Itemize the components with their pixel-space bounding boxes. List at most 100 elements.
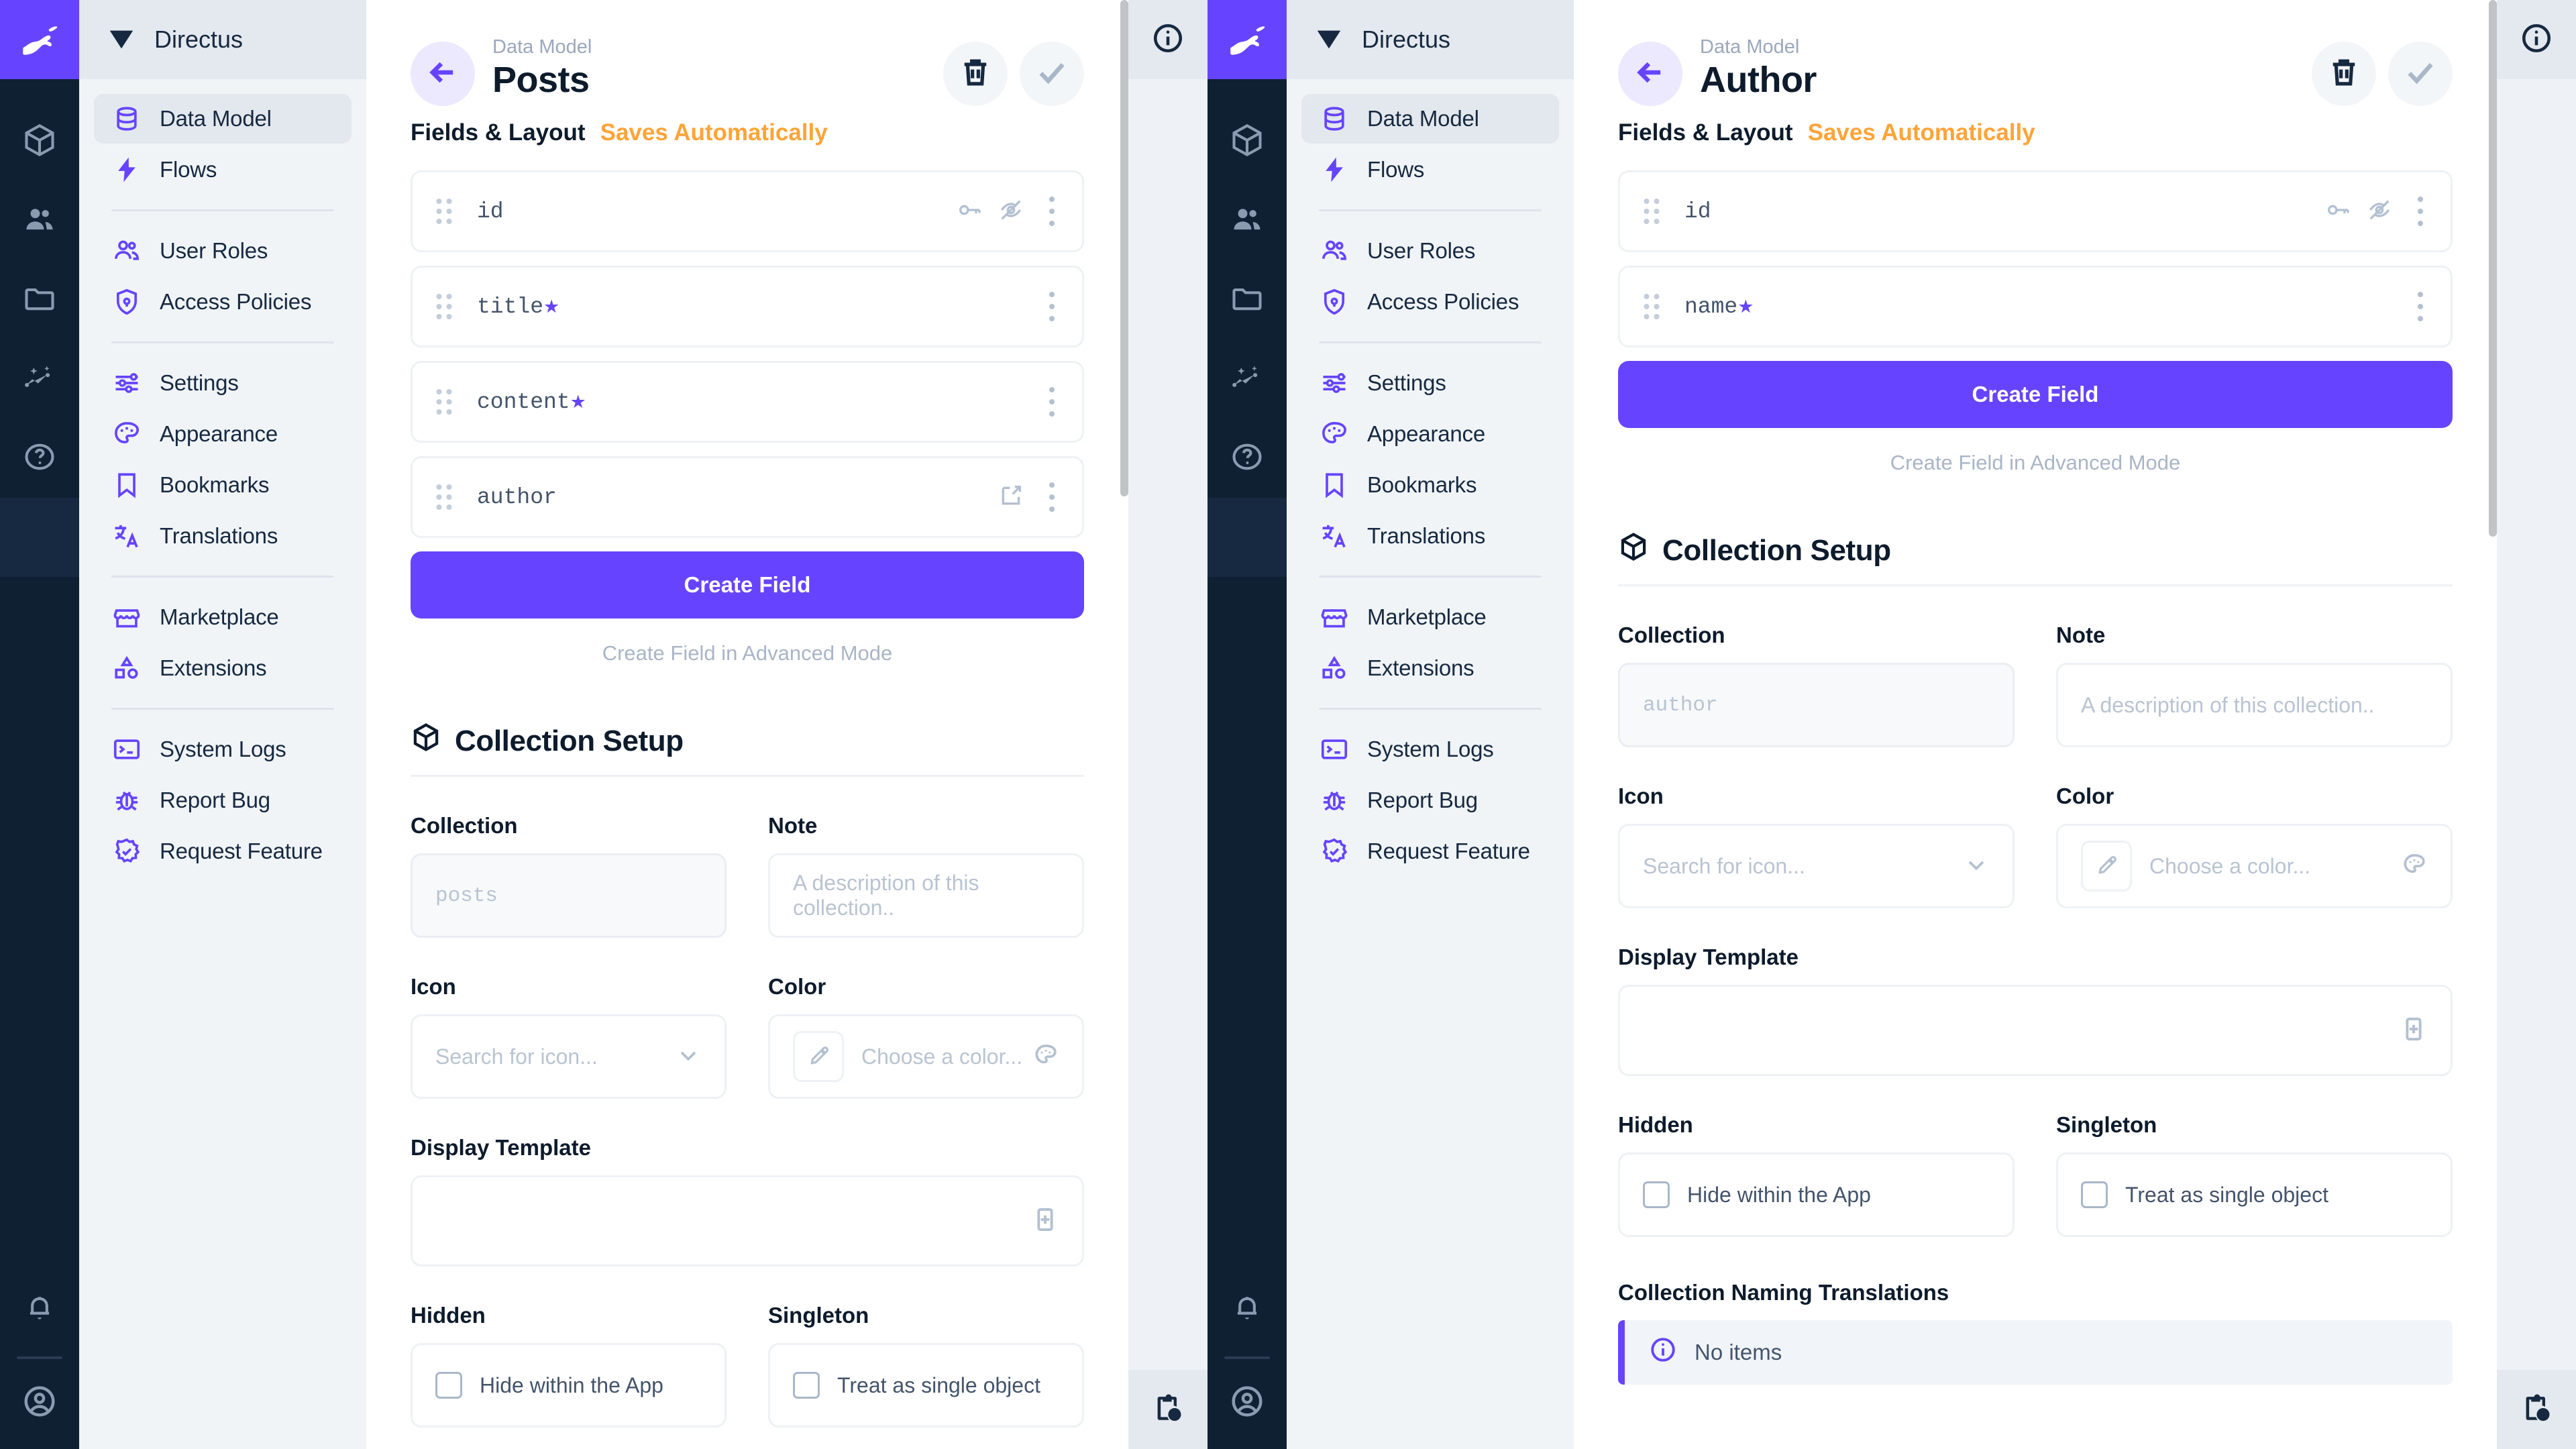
external-link-icon[interactable] xyxy=(998,482,1024,513)
module-docs[interactable] xyxy=(0,419,79,498)
drag-handle-icon[interactable] xyxy=(1643,197,1666,226)
sidebar-item-report-bug[interactable]: Report Bug xyxy=(94,775,352,825)
eyedropper-icon[interactable] xyxy=(793,1031,844,1082)
hidden-checkbox-wrap[interactable]: Hide within the App xyxy=(1618,1152,2015,1237)
info-button[interactable] xyxy=(2497,0,2576,79)
module-insights[interactable] xyxy=(0,339,79,419)
field-menu-button[interactable] xyxy=(1044,387,1059,417)
scrollbar-thumb-left[interactable] xyxy=(1120,0,1128,496)
palette-icon[interactable] xyxy=(1032,1042,1059,1072)
sidebar-item-translations[interactable]: Translations xyxy=(94,511,352,561)
sidebar-item-bookmarks[interactable]: Bookmarks xyxy=(1301,460,1559,510)
back-button[interactable] xyxy=(1618,42,1682,106)
sidebar-item-data-model[interactable]: Data Model xyxy=(1301,94,1559,144)
project-header[interactable]: Directus xyxy=(1287,0,1574,79)
scrollbar-track-left[interactable] xyxy=(1120,0,1128,1449)
field-row[interactable]: id xyxy=(411,170,1084,252)
sidebar-item-bookmarks[interactable]: Bookmarks xyxy=(94,460,352,510)
color-picker[interactable]: Choose a color... xyxy=(768,1014,1084,1099)
sidebar-item-marketplace[interactable]: Marketplace xyxy=(1301,592,1559,642)
icon-select[interactable]: Search for icon... xyxy=(1618,824,2015,908)
back-button[interactable] xyxy=(411,42,475,106)
drag-handle-icon[interactable] xyxy=(435,292,458,321)
account-button[interactable] xyxy=(1208,1363,1287,1442)
add-field-icon[interactable] xyxy=(1031,1205,1059,1237)
field-menu-button[interactable] xyxy=(2413,197,2428,226)
activity-button[interactable] xyxy=(2497,1370,2576,1449)
sidebar-item-settings[interactable]: Settings xyxy=(1301,358,1559,408)
module-settings[interactable] xyxy=(0,498,79,577)
sidebar-item-marketplace[interactable]: Marketplace xyxy=(94,592,352,642)
display-template-input[interactable] xyxy=(411,1175,1084,1267)
module-docs[interactable] xyxy=(1208,419,1287,498)
breadcrumb[interactable]: Data Model xyxy=(1700,36,1800,58)
note-input[interactable]: A description of this collection.. xyxy=(2056,663,2453,747)
field-menu-button[interactable] xyxy=(1044,482,1059,512)
module-content[interactable] xyxy=(1208,102,1287,181)
sidebar-item-user-roles[interactable]: User Roles xyxy=(1301,226,1559,276)
field-row[interactable]: name ★ xyxy=(1618,266,2453,347)
sidebar-item-appearance[interactable]: Appearance xyxy=(94,409,352,459)
note-input[interactable]: A description of this collection.. xyxy=(768,853,1084,938)
field-menu-button[interactable] xyxy=(1044,292,1059,321)
drag-handle-icon[interactable] xyxy=(1643,292,1666,321)
create-field-advanced-link[interactable]: Create Field in Advanced Mode xyxy=(1890,451,2181,474)
create-field-button[interactable]: Create Field xyxy=(411,551,1084,619)
sidebar-item-extensions[interactable]: Extensions xyxy=(1301,643,1559,693)
save-button[interactable] xyxy=(1020,42,1084,106)
account-button[interactable] xyxy=(0,1363,79,1442)
color-picker[interactable]: Choose a color... xyxy=(2056,824,2453,908)
collection-input[interactable]: posts xyxy=(411,853,727,938)
scrollbar-track-right[interactable] xyxy=(2489,0,2497,1449)
drag-handle-icon[interactable] xyxy=(435,387,458,417)
sidebar-item-flows[interactable]: Flows xyxy=(1301,145,1559,195)
sidebar-item-extensions[interactable]: Extensions xyxy=(94,643,352,693)
module-files[interactable] xyxy=(0,260,79,339)
save-button[interactable] xyxy=(2388,42,2453,106)
sidebar-item-user-roles[interactable]: User Roles xyxy=(94,226,352,276)
singleton-checkbox[interactable] xyxy=(2081,1181,2108,1208)
display-template-input[interactable] xyxy=(1618,985,2453,1076)
sidebar-item-system-logs[interactable]: System Logs xyxy=(1301,724,1559,774)
palette-icon[interactable] xyxy=(2401,851,2428,881)
sidebar-item-report-bug[interactable]: Report Bug xyxy=(1301,775,1559,825)
sidebar-item-system-logs[interactable]: System Logs xyxy=(94,724,352,774)
field-row[interactable]: author xyxy=(411,456,1084,538)
directus-logo[interactable] xyxy=(0,0,79,79)
module-users[interactable] xyxy=(1208,181,1287,260)
hidden-checkbox[interactable] xyxy=(435,1372,462,1399)
notifications-button[interactable] xyxy=(0,1273,79,1352)
scrollbar-thumb-right[interactable] xyxy=(2489,0,2497,537)
directus-logo[interactable] xyxy=(1208,0,1287,79)
sidebar-item-data-model[interactable]: Data Model xyxy=(94,94,352,144)
hidden-checkbox[interactable] xyxy=(1643,1181,1670,1208)
activity-button[interactable] xyxy=(1128,1370,1208,1449)
delete-button[interactable] xyxy=(2312,42,2376,106)
field-menu-button[interactable] xyxy=(2413,292,2428,321)
drag-handle-icon[interactable] xyxy=(435,197,458,226)
module-files[interactable] xyxy=(1208,260,1287,339)
hidden-checkbox-wrap[interactable]: Hide within the App xyxy=(411,1343,727,1428)
eyedropper-icon[interactable] xyxy=(2081,841,2132,892)
module-content[interactable] xyxy=(0,102,79,181)
sidebar-item-request-feature[interactable]: Request Feature xyxy=(94,826,352,876)
breadcrumb[interactable]: Data Model xyxy=(492,36,592,58)
field-row[interactable]: id xyxy=(1618,170,2453,252)
field-row[interactable]: content ★ xyxy=(411,361,1084,443)
sidebar-item-settings[interactable]: Settings xyxy=(94,358,352,408)
info-button[interactable] xyxy=(1128,0,1208,79)
project-header[interactable]: Directus xyxy=(79,0,366,79)
collection-input[interactable]: author xyxy=(1618,663,2015,747)
sidebar-item-translations[interactable]: Translations xyxy=(1301,511,1559,561)
singleton-checkbox-wrap[interactable]: Treat as single object xyxy=(768,1343,1084,1428)
notifications-button[interactable] xyxy=(1208,1273,1287,1352)
sidebar-item-request-feature[interactable]: Request Feature xyxy=(1301,826,1559,876)
icon-select[interactable]: Search for icon... xyxy=(411,1014,727,1099)
field-row[interactable]: title ★ xyxy=(411,266,1084,347)
sidebar-item-flows[interactable]: Flows xyxy=(94,145,352,195)
delete-button[interactable] xyxy=(943,42,1008,106)
singleton-checkbox[interactable] xyxy=(793,1372,820,1399)
sidebar-item-access-policies[interactable]: Access Policies xyxy=(94,277,352,327)
singleton-checkbox-wrap[interactable]: Treat as single object xyxy=(2056,1152,2453,1237)
create-field-button[interactable]: Create Field xyxy=(1618,361,2453,428)
